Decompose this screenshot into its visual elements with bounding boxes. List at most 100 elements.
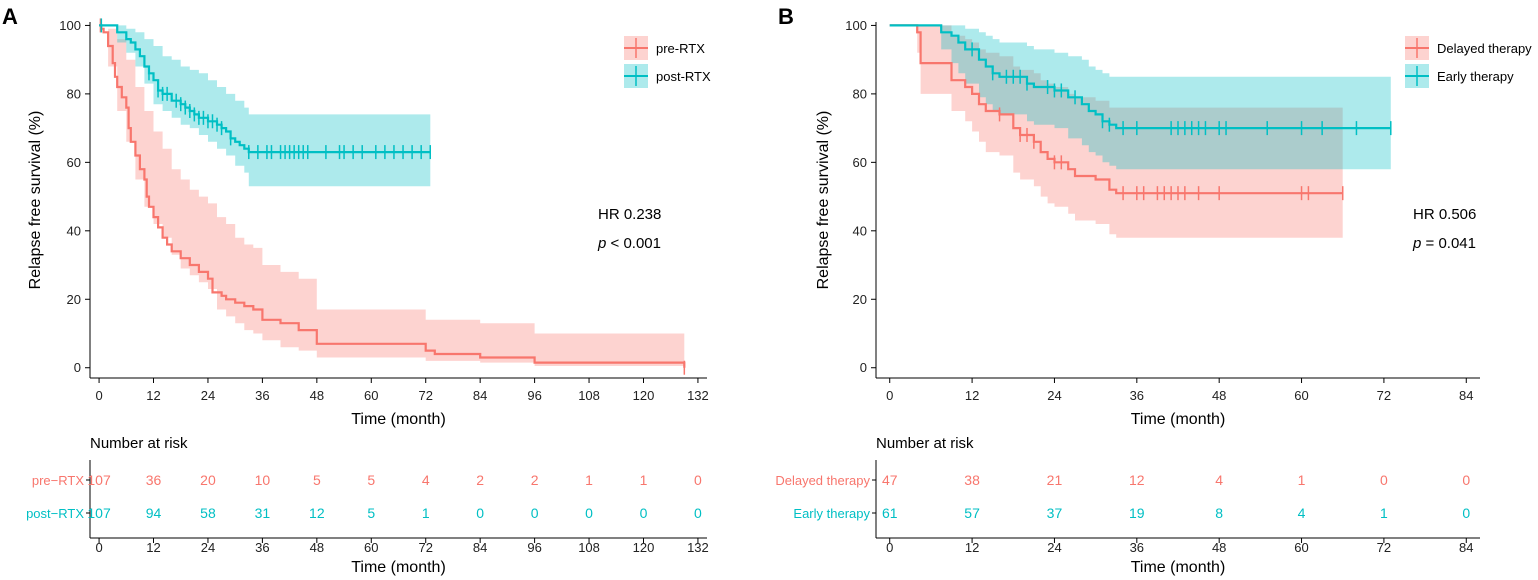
risk-value: 0 bbox=[640, 505, 648, 521]
x-tick-label: 96 bbox=[527, 388, 541, 403]
x-axis-title: Time (month) bbox=[351, 411, 446, 428]
risk-value: 0 bbox=[476, 505, 484, 521]
risk-value: 107 bbox=[87, 505, 111, 521]
risk-value: 8 bbox=[1215, 505, 1223, 521]
y-tick-label: 80 bbox=[67, 86, 81, 101]
risk-value: 1 bbox=[1380, 505, 1388, 521]
risk-value: 0 bbox=[694, 505, 702, 521]
x-tick-label: 24 bbox=[201, 388, 215, 403]
legend-label: Delayed therapy bbox=[1437, 41, 1532, 56]
risk-value: 2 bbox=[531, 472, 539, 488]
risk-value: 5 bbox=[367, 505, 375, 521]
risk-value: 1 bbox=[640, 472, 648, 488]
risk-value: 31 bbox=[255, 505, 271, 521]
y-tick-label: 60 bbox=[67, 155, 81, 170]
risk-x-tick-label: 24 bbox=[1047, 540, 1061, 555]
x-tick-label: 48 bbox=[1212, 388, 1226, 403]
risk-value: 12 bbox=[309, 505, 325, 521]
x-tick-label: 36 bbox=[255, 388, 269, 403]
y-tick-label: 60 bbox=[853, 155, 867, 170]
risk-x-tick-label: 72 bbox=[418, 540, 432, 555]
risk-value: 4 bbox=[1215, 472, 1223, 488]
y-tick-label: 40 bbox=[853, 223, 867, 238]
x-tick-label: 24 bbox=[1047, 388, 1061, 403]
x-tick-label: 12 bbox=[146, 388, 160, 403]
risk-value: 0 bbox=[1380, 472, 1388, 488]
risk-value: 4 bbox=[422, 472, 430, 488]
x-tick-label: 60 bbox=[364, 388, 378, 403]
x-tick-label: 12 bbox=[965, 388, 979, 403]
x-tick-label: 36 bbox=[1130, 388, 1144, 403]
x-tick-label: 60 bbox=[1294, 388, 1308, 403]
risk-value: 38 bbox=[964, 472, 980, 488]
risk-value: 1 bbox=[1298, 472, 1306, 488]
risk-value: 20 bbox=[200, 472, 216, 488]
risk-value: 4 bbox=[1298, 505, 1306, 521]
x-tick-label: 84 bbox=[1459, 388, 1473, 403]
legend-label: Early therapy bbox=[1437, 69, 1514, 84]
risk-row-label: pre−RTX bbox=[32, 473, 84, 488]
x-tick-label: 120 bbox=[633, 388, 655, 403]
y-tick-label: 20 bbox=[853, 292, 867, 307]
risk-x-tick-label: 48 bbox=[310, 540, 324, 555]
y-axis-title: Relapse free survival (%) bbox=[27, 111, 44, 290]
risk-row-label: Delayed therapy bbox=[775, 473, 870, 488]
risk-x-axis-title: Time (month) bbox=[1131, 559, 1226, 576]
risk-value: 36 bbox=[146, 472, 162, 488]
risk-value: 94 bbox=[146, 505, 162, 521]
x-tick-label: 48 bbox=[310, 388, 324, 403]
survival-curve-0 bbox=[99, 24, 686, 368]
risk-value: 5 bbox=[367, 472, 375, 488]
risk-x-tick-label: 120 bbox=[633, 540, 655, 555]
legend-label: pre-RTX bbox=[656, 41, 705, 56]
risk-x-axis-title: Time (month) bbox=[351, 559, 446, 576]
p-value: p = 0.041 bbox=[1412, 235, 1476, 252]
risk-x-tick-label: 48 bbox=[1212, 540, 1226, 555]
risk-x-tick-label: 132 bbox=[687, 540, 709, 555]
y-axis-title: Relapse free survival (%) bbox=[815, 111, 832, 290]
risk-x-tick-label: 36 bbox=[1130, 540, 1144, 555]
ci-band-0 bbox=[889, 25, 1343, 238]
x-axis-title: Time (month) bbox=[1131, 411, 1226, 428]
risk-x-tick-label: 84 bbox=[1459, 540, 1473, 555]
x-tick-label: 84 bbox=[473, 388, 487, 403]
risk-row-label: post−RTX bbox=[26, 506, 84, 521]
risk-x-tick-label: 96 bbox=[527, 540, 541, 555]
y-tick-label: 100 bbox=[845, 18, 867, 33]
ci-band-1 bbox=[99, 25, 431, 187]
risk-x-tick-label: 72 bbox=[1377, 540, 1391, 555]
risk-x-tick-label: 60 bbox=[1294, 540, 1308, 555]
risk-value: 58 bbox=[200, 505, 216, 521]
risk-value: 61 bbox=[882, 505, 898, 521]
risk-x-tick-label: 12 bbox=[965, 540, 979, 555]
y-tick-label: 0 bbox=[74, 360, 81, 375]
risk-x-tick-label: 36 bbox=[255, 540, 269, 555]
x-tick-label: 108 bbox=[578, 388, 600, 403]
y-tick-label: 40 bbox=[67, 223, 81, 238]
risk-x-tick-label: 12 bbox=[146, 540, 160, 555]
risk-value: 1 bbox=[422, 505, 430, 521]
x-tick-label: 132 bbox=[687, 388, 709, 403]
risk-value: 0 bbox=[585, 505, 593, 521]
risk-value: 1 bbox=[585, 472, 593, 488]
risk-value: 0 bbox=[694, 472, 702, 488]
survival-curve-1 bbox=[889, 24, 1391, 130]
risk-x-tick-label: 24 bbox=[201, 540, 215, 555]
risk-value: 10 bbox=[255, 472, 271, 488]
panel-label: A bbox=[2, 4, 18, 29]
risk-value: 107 bbox=[87, 472, 111, 488]
risk-value: 0 bbox=[531, 505, 539, 521]
risk-value: 5 bbox=[313, 472, 321, 488]
hazard-ratio: HR 0.238 bbox=[598, 206, 661, 223]
ci-band-1 bbox=[889, 25, 1391, 170]
y-tick-label: 0 bbox=[860, 360, 867, 375]
ci-band-0 bbox=[99, 25, 685, 368]
x-tick-label: 0 bbox=[95, 388, 102, 403]
p-value: p < 0.001 bbox=[597, 235, 661, 252]
risk-value: 0 bbox=[1462, 505, 1470, 521]
risk-value: 57 bbox=[964, 505, 980, 521]
risk-row-label: Early therapy bbox=[793, 506, 870, 521]
